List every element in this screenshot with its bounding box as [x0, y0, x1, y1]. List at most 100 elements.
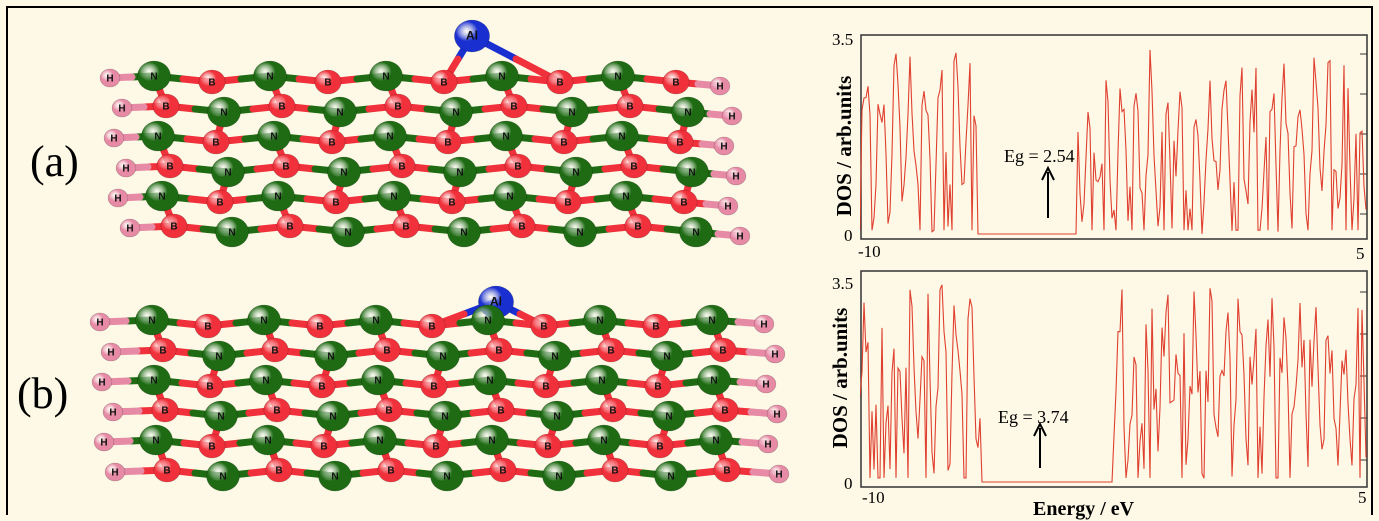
nitrogen-atom: N — [261, 180, 295, 212]
hydrogen-atom-label: H — [106, 74, 113, 85]
nitrogen-atom-label: N — [331, 472, 338, 483]
boron-atom: B — [646, 433, 674, 459]
nitrogen-atom: N — [430, 460, 464, 492]
boron-atom: B — [384, 93, 412, 119]
dos-ylabel-b: DOS / arb.units — [828, 307, 852, 449]
aluminum-atom-label: Al — [466, 29, 478, 43]
hydrogen-atom-label: H — [109, 408, 116, 419]
nitrogen-atom: N — [137, 60, 171, 92]
nitrogen-atom-label: N — [441, 412, 448, 423]
hydrogen-atom: H — [119, 218, 141, 238]
boron-atom-label: B — [328, 138, 335, 149]
boron-atom: B — [420, 373, 448, 399]
hydrogen-atom-label: H — [771, 350, 778, 361]
dos-plot-b: DOS / arb.units 3.5 0 -10 5 Energy / eV … — [818, 266, 1374, 520]
boron-atom-label: B — [212, 138, 219, 149]
boron-atom: B — [670, 189, 698, 215]
boron-atom: B — [310, 433, 338, 459]
nitrogen-atom-label: N — [382, 72, 389, 83]
boron-atom: B — [532, 373, 560, 399]
gap-arrow-head-b — [1033, 421, 1047, 437]
hydrogen-atom: H — [103, 128, 125, 148]
boron-atom: B — [508, 213, 536, 239]
hydrogen-atom-label: H — [107, 348, 114, 359]
boron-atom: B — [265, 457, 293, 483]
boron-atom-label: B — [652, 322, 659, 333]
nitrogen-atom: N — [135, 304, 169, 336]
hydrogen-atom: H — [753, 314, 775, 334]
nitrogen-atom: N — [540, 400, 574, 432]
nitrogen-atom: N — [323, 96, 357, 128]
nitrogen-atom-label: N — [150, 376, 157, 387]
nitrogen-atom-label: N — [600, 436, 607, 447]
boron-atom: B — [308, 373, 336, 399]
boron-atom: B — [616, 93, 644, 119]
nitrogen-atom-label: N — [568, 108, 575, 119]
nitrogen-atom-label: N — [710, 376, 717, 387]
boron-atom-label: B — [564, 198, 571, 209]
boron-atom: B — [306, 313, 334, 339]
nitrogen-atom-label: N — [224, 168, 231, 179]
hydrogen-atom-label: H — [732, 172, 739, 183]
nitrogen-atom: N — [426, 340, 460, 372]
boron-atom-label: B — [273, 406, 280, 417]
boron-atom-label: B — [611, 466, 618, 477]
nitrogen-atom-label: N — [217, 412, 224, 423]
hydrogen-atom: H — [709, 76, 731, 96]
nitrogen-atom-label: N — [219, 472, 226, 483]
nitrogen-atom-label: N — [150, 72, 157, 83]
boron-atom-label: B — [556, 78, 563, 89]
dos-curve-a — [860, 49, 1367, 235]
nitrogen-atom-label: N — [692, 228, 699, 239]
nitrogen-atom-label: N — [329, 412, 336, 423]
boron-atom: B — [434, 129, 462, 155]
dos-xlabel-b: Energy / eV — [1033, 498, 1135, 520]
boron-atom: B — [620, 153, 648, 179]
nitrogen-atom-label: N — [336, 108, 343, 119]
hydrogen-atom: H — [102, 402, 124, 422]
boron-atom: B — [644, 373, 672, 399]
nitrogen-atom-label: N — [266, 72, 273, 83]
boron-atom: B — [487, 397, 515, 423]
boron-atom-label: B — [324, 78, 331, 89]
nitrogen-atom-label: N — [152, 436, 159, 447]
nitrogen-atom: N — [493, 180, 527, 212]
boron-atom-label: B — [544, 442, 551, 453]
nitrogen-atom: N — [650, 340, 684, 372]
boron-atom-label: B — [607, 346, 614, 357]
boron-atom-label: B — [499, 466, 506, 477]
nitrogen-atom-label: N — [390, 192, 397, 203]
boron-atom-label: B — [316, 322, 323, 333]
nitrogen-atom: N — [439, 96, 473, 128]
nitrogen-atom-label: N — [220, 108, 227, 119]
nitrogen-atom-label: N — [708, 316, 715, 327]
nitrogen-atom-label: N — [553, 412, 560, 423]
boron-atom-label: B — [542, 382, 549, 393]
boron-atom: B — [152, 93, 180, 119]
hydrogen-atom-label: H — [760, 320, 767, 331]
dos-curve-b — [860, 284, 1367, 483]
boron-atom: B — [153, 457, 181, 483]
boron-atom-label: B — [721, 406, 728, 417]
hydrogen-atom-label: H — [111, 468, 118, 479]
boron-atom-label: B — [320, 442, 327, 453]
dos-plot-a: DOS / arb.units 3.5 0 -10 5 Eg = 2.54 — [818, 26, 1374, 266]
hydrogen-atom-label: H — [118, 104, 125, 115]
boron-atom: B — [373, 337, 401, 363]
boron-atom-label: B — [654, 382, 661, 393]
nitrogen-atom-label: N — [506, 192, 513, 203]
boron-atom-label: B — [609, 406, 616, 417]
boron-atom-label: B — [278, 102, 285, 113]
nitrogen-atom: N — [331, 216, 365, 248]
boron-atom-label: B — [680, 198, 687, 209]
boron-atom: B — [550, 129, 578, 155]
nitrogen-atom: N — [563, 216, 597, 248]
boron-atom-label: B — [514, 162, 521, 173]
boron-atom: B — [156, 153, 184, 179]
nitrogen-atom: N — [215, 216, 249, 248]
nitrogen-atom-label: N — [327, 352, 334, 363]
nitrogen-atom-label: N — [372, 316, 379, 327]
nitrogen-atom-label: N — [667, 472, 674, 483]
hydrogen-atom: H — [766, 404, 788, 424]
nitrogen-atom-label: N — [460, 228, 467, 239]
